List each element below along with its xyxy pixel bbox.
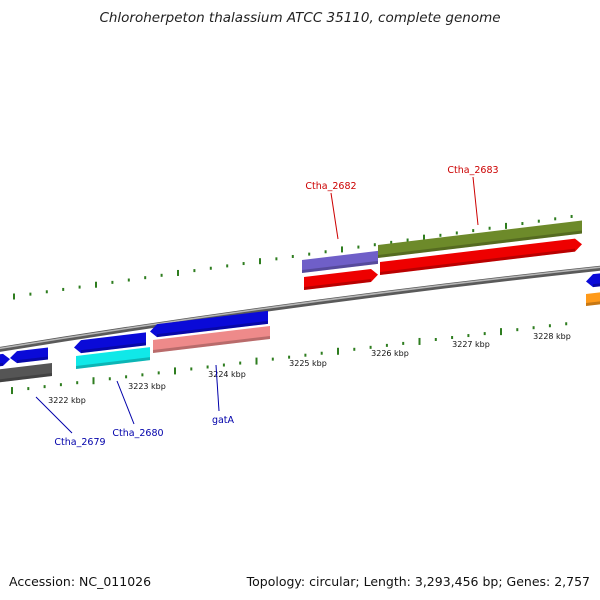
genome-backbone (0, 265, 600, 352)
gene-lower-grey (0, 363, 52, 383)
gene-right-blue (586, 273, 600, 288)
gene-label-leader (116, 380, 135, 425)
gene-lower-blue-b (74, 332, 146, 354)
gene-upper-red-b (380, 238, 582, 275)
gene-lower-blue-d (0, 353, 10, 367)
kbp-label: 3227 kbp (452, 340, 490, 349)
gene-label: gatA (212, 415, 235, 426)
genome-backbone-highlight (0, 266, 600, 350)
gene-label: Ctha_2682 (305, 181, 356, 192)
kbp-label: 3223 kbp (128, 382, 166, 391)
gene-upper-purple (302, 250, 378, 273)
gene-label: Ctha_2683 (447, 165, 498, 176)
gene-label: Ctha_2679 (54, 437, 105, 448)
topology-text: Topology: circular; Length: 3,293,456 bp… (246, 574, 590, 589)
gene-lower-blue-c (10, 347, 48, 364)
genes-layer (0, 220, 600, 383)
gene-lower-blue-a (150, 310, 268, 338)
kbp-label: 3225 kbp (289, 359, 327, 368)
gene-upper-red-a (304, 268, 378, 290)
gene-lower-pink (153, 325, 270, 353)
gene-label-leader (35, 396, 73, 434)
kbp-label: 3228 kbp (533, 332, 571, 341)
tick-marks (11, 214, 573, 395)
labels-layer: 3222 kbp 3223 kbp 3224 kbp 3225 kbp 3226 kbp… (35, 165, 571, 448)
map-title: Chloroherpeton thalassium ATCC 35110, co… (99, 10, 501, 26)
gene-lower-cyan (76, 347, 150, 369)
kbp-label: 3226 kbp (371, 349, 409, 358)
backbone-layer (0, 265, 600, 352)
kbp-label: 3222 kbp (48, 396, 86, 405)
gene-label-leader (330, 192, 339, 240)
gene-label-leader (215, 364, 220, 412)
gene-label-leader (472, 176, 479, 226)
accession-text: Accession: NC_011026 (9, 574, 152, 589)
gene-right-orange (586, 292, 600, 306)
gene-label: Ctha_2680 (112, 428, 163, 439)
gene-upper-olive (378, 220, 582, 258)
kbp-label: 3224 kbp (208, 370, 246, 379)
